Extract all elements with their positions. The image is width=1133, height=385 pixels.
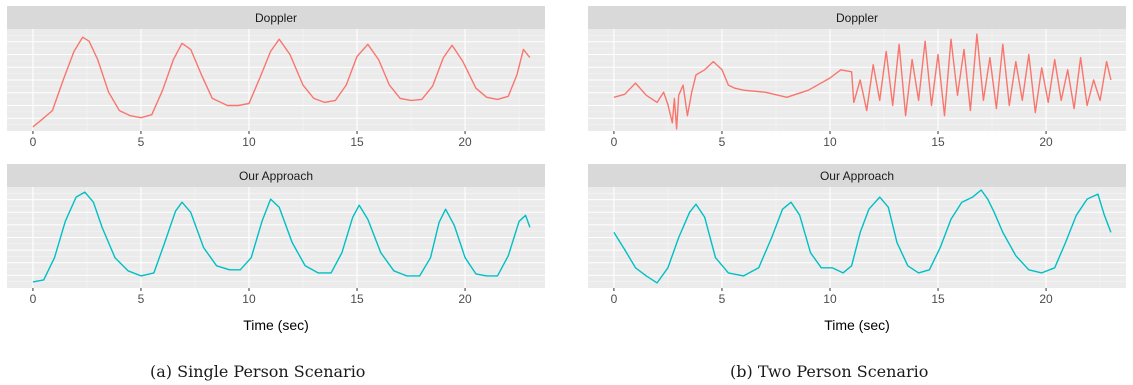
- x-tick-label: 20: [458, 135, 472, 149]
- x-tick-label: 20: [1039, 292, 1053, 306]
- series-line: [613, 189, 1112, 284]
- strip-title: Doppler: [255, 11, 297, 25]
- panel-b-top: Doppler 0 5 10 15 20: [588, 6, 1126, 149]
- x-tick-label: 15: [931, 292, 945, 306]
- panel-b-bottom: Our Approach 0 5 10 15 20 Time (sec): [588, 164, 1126, 333]
- x-tick-label: 10: [242, 135, 256, 149]
- x-tick-label: 15: [350, 135, 364, 149]
- x-tick-label: 20: [1039, 135, 1053, 149]
- x-tick-label: 0: [30, 135, 37, 149]
- panel-a-bottom: Our Approach 0 5 10 15 20 Time (sec): [7, 164, 545, 333]
- figure: Doppler 0 5 10 15 20 Our Approach 0 5 10 15 20 Time …: [7, 6, 1126, 333]
- x-tick-label: 0: [611, 135, 618, 149]
- x-tick-label: 15: [350, 292, 364, 306]
- series-line: [32, 191, 531, 283]
- strip-header: [7, 6, 545, 29]
- strip-header: [588, 164, 1126, 187]
- x-tick-label: 0: [30, 292, 37, 306]
- x-axis-title: Time (sec): [824, 317, 890, 333]
- x-tick-label: 5: [138, 292, 145, 306]
- series-line: [613, 33, 1112, 130]
- series-line: [32, 36, 531, 128]
- x-tick-label: 5: [138, 135, 145, 149]
- x-tick-label: 5: [719, 292, 726, 306]
- x-axis-title: Time (sec): [243, 317, 309, 333]
- strip-title: Our Approach: [820, 169, 894, 183]
- strip-title: Our Approach: [239, 169, 313, 183]
- x-tick-label: 10: [823, 135, 837, 149]
- x-tick-label: 15: [931, 135, 945, 149]
- caption-single-person: (a) Single Person Scenario: [150, 362, 366, 381]
- x-tick-label: 20: [458, 292, 472, 306]
- x-tick-label: 5: [719, 135, 726, 149]
- strip-header: [7, 164, 545, 187]
- panel-a-top: Doppler 0 5 10 15 20: [7, 6, 545, 149]
- strip-header: [588, 6, 1126, 29]
- x-tick-label: 10: [823, 292, 837, 306]
- strip-title: Doppler: [836, 11, 878, 25]
- x-tick-label: 10: [242, 292, 256, 306]
- x-tick-label: 0: [611, 292, 618, 306]
- caption-two-person: (b) Two Person Scenario: [730, 362, 929, 381]
